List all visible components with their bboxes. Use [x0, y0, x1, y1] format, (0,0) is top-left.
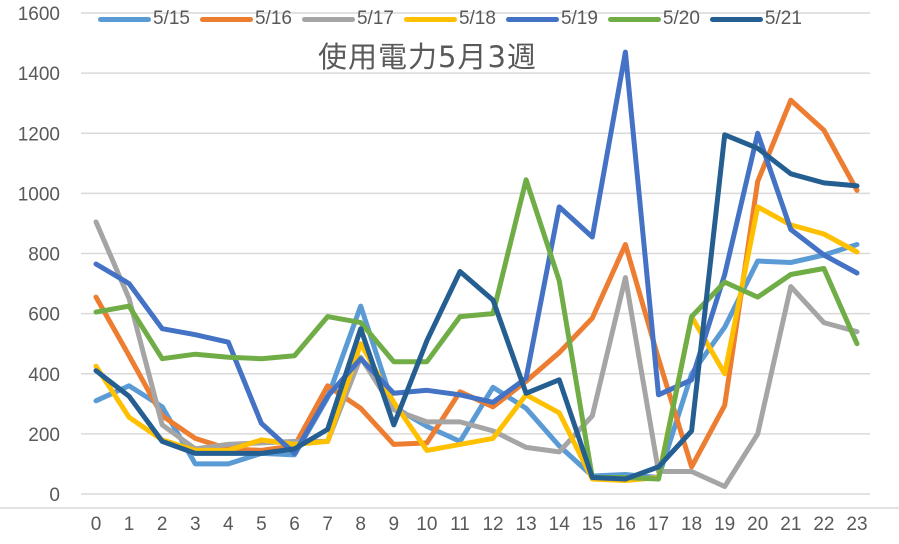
- x-tick-label: 13: [516, 514, 537, 535]
- y-tick-label: 200: [28, 425, 60, 446]
- x-tick-label: 11: [450, 514, 470, 535]
- legend-label: 5/18: [458, 8, 496, 29]
- legend-item: 5/15: [98, 8, 190, 30]
- legend-label: 5/20: [662, 8, 700, 29]
- series-line-5-19: [93, 49, 860, 456]
- x-tick-label: 17: [648, 514, 669, 535]
- y-tick-label: 400: [28, 365, 60, 386]
- legend-label: 5/16: [254, 8, 292, 29]
- y-tick-label: 600: [28, 305, 60, 326]
- y-tick-label: 1000: [18, 184, 60, 205]
- legend-label: 5/19: [560, 8, 598, 29]
- x-tick-label: 18: [681, 514, 702, 535]
- series-line-5-15: [93, 242, 860, 480]
- chart-title: 使用電力5月3週: [318, 40, 537, 74]
- legend-label: 5/15: [153, 8, 190, 29]
- x-tick-label: 3: [190, 514, 201, 535]
- x-tick-label: 15: [582, 514, 603, 535]
- series-line-5-18: [93, 204, 860, 483]
- y-tick-label: 1200: [18, 124, 60, 145]
- y-tick-label: 1600: [18, 4, 60, 25]
- legend-label: 5/17: [356, 8, 394, 29]
- legend-item: 5/20: [607, 8, 700, 30]
- x-tick-label: 20: [747, 514, 768, 535]
- series-line-5-17: [93, 219, 860, 489]
- x-tick-label: 6: [289, 514, 300, 535]
- legend-swatch-icon: [607, 16, 661, 22]
- legend-swatch-icon: [403, 16, 457, 22]
- legend-item: 5/16: [199, 8, 292, 30]
- x-axis-ticks: 0 1 2 3 4 5 6 7 8 9 10 11 12 13 14 15 16 17 18 19 20 21 22 23: [91, 514, 868, 535]
- y-tick-label: 800: [28, 245, 60, 266]
- legend-label: 5/21: [764, 8, 802, 29]
- y-tick-label: 0: [49, 485, 60, 506]
- legend-swatch-icon: [98, 16, 151, 22]
- x-tick-label: 23: [846, 514, 867, 535]
- x-tick-label: 19: [714, 514, 735, 535]
- legend-item: 5/21: [709, 8, 802, 30]
- gridlines: [0, 12, 899, 509]
- x-tick-label: 22: [813, 514, 834, 535]
- y-tick-label: 1400: [18, 64, 60, 85]
- x-tick-label: 5: [256, 514, 267, 535]
- x-tick-label: 7: [322, 514, 333, 535]
- x-tick-label: 9: [388, 514, 399, 535]
- legend-item: 5/18: [403, 8, 496, 30]
- legend-swatch-icon: [709, 16, 763, 22]
- legend-swatch-icon: [505, 16, 559, 22]
- x-tick-label: 8: [355, 514, 366, 535]
- chart-legend: 5/15 5/16 5/17 5/18 5/19 5/20 5/21: [98, 6, 812, 32]
- x-tick-label: 16: [615, 514, 636, 535]
- x-tick-label: 0: [91, 514, 102, 535]
- series-line-5-21: [93, 132, 860, 482]
- series-lines: [93, 49, 860, 489]
- series-line-5-20: [93, 177, 860, 482]
- legend-swatch-icon: [199, 16, 253, 22]
- x-tick-label: 1: [124, 514, 135, 535]
- y-axis-ticks: 0 200 400 600 800 1000 1200 1400 1600: [18, 4, 60, 506]
- x-tick-label: 12: [482, 514, 503, 535]
- legend-item: 5/17: [301, 8, 394, 30]
- x-tick-label: 4: [223, 514, 234, 535]
- legend-item: 5/19: [505, 8, 598, 30]
- x-tick-label: 21: [780, 514, 801, 535]
- legend-swatch-icon: [301, 16, 355, 22]
- x-tick-label: 14: [549, 514, 571, 535]
- x-tick-label: 10: [416, 514, 437, 535]
- x-tick-label: 2: [157, 514, 168, 535]
